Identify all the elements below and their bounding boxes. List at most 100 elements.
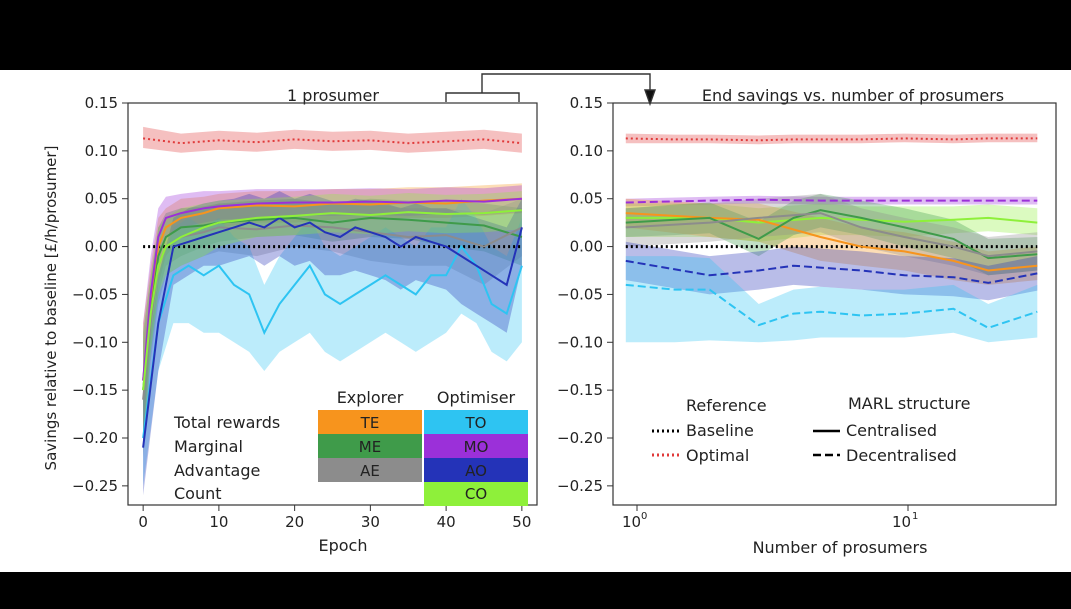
legend-swatch-te [318, 410, 422, 434]
band-optimal [143, 126, 522, 153]
y-tick-label: −0.25 [72, 477, 118, 495]
y-tick-label: −0.15 [72, 381, 118, 399]
line-to [142, 244, 523, 439]
y-tick-label: −0.20 [557, 429, 603, 447]
right-y-axis-ticks: 0.15 0.10 0.05 0.00 −0.05 −0.10 −0.15 −0.20 −0.2… [557, 94, 613, 495]
left-x-axis-ticks: 0 10 20 30 40 50 [138, 505, 531, 531]
x-tick-label: 30 [361, 513, 380, 531]
panel-right-title: End savings vs. number of prosumers [702, 86, 1004, 105]
y-tick-label: 0.15 [570, 94, 603, 112]
x-tick-label: 20 [285, 513, 304, 531]
x-tick-label: 10 [209, 513, 228, 531]
legend-row-label: Total rewards [173, 413, 280, 432]
y-tick-label: 0.15 [85, 94, 118, 112]
x-tick-label: 40 [437, 513, 456, 531]
legend-code-ao: AO [465, 462, 487, 480]
line-te [142, 197, 522, 381]
y-tick-label: 0.00 [570, 238, 603, 256]
legend-swatch-me [318, 434, 422, 458]
line-co [142, 209, 522, 391]
line-ao [142, 216, 523, 448]
connector-bracket [445, 73, 656, 107]
right-x-axis-ticks [636, 505, 909, 511]
legend-code-to: TO [465, 414, 487, 432]
left-y-axis-ticks: 0.15 0.10 0.05 0.00 −0.05 −0.10 −0.15 −0.20 −0.2… [72, 94, 128, 495]
legend-row-label: Marginal [174, 437, 243, 456]
y-tick-label: 0.05 [570, 190, 603, 208]
band-centralised-co [625, 203, 1038, 242]
x-tick-label-10-base: 10 [892, 513, 911, 531]
panel-left-title: 1 prosumer [287, 86, 379, 105]
y-tick-label: −0.10 [72, 333, 118, 351]
y-tick-label: 0.05 [85, 190, 118, 208]
legend-baseline-label: Baseline [686, 421, 754, 440]
panel-end-savings: End savings vs. number of prosumers 0.15… [557, 86, 1057, 557]
legend-row-label: Count [174, 484, 222, 503]
y-axis-label: Savings relative to baseline [£/h/prosum… [42, 146, 60, 471]
x-tick-label-1-exponent: 0 [641, 511, 647, 522]
agent-legend: Explorer Optimiser Total rewards Margina… [173, 388, 528, 506]
y-tick-label: −0.05 [557, 285, 603, 303]
y-tick-label: 0.10 [570, 142, 603, 160]
panel-right-frame [612, 102, 1057, 506]
x-tick-label-1-base: 10 [622, 513, 641, 531]
y-tick-label: −0.25 [557, 477, 603, 495]
line-decentralised-ao [625, 259, 1038, 284]
marl-structure-legend: MARL structure Centralised Decentralised [813, 394, 970, 465]
y-tick-label: −0.15 [557, 381, 603, 399]
legend-optimal-label: Optimal [686, 446, 749, 465]
legend-row-label: Advantage [174, 461, 260, 480]
legend-marl-title: MARL structure [848, 394, 970, 413]
legend-decentralised-label: Decentralised [846, 446, 957, 465]
x-tick-label: 0 [138, 513, 148, 531]
band-ao [143, 191, 522, 496]
legend-explorer-title: Explorer [337, 388, 404, 407]
legend-optimiser-title: Optimiser [437, 388, 516, 407]
band-mo [143, 185, 522, 438]
line-me [142, 216, 523, 391]
x-tick-label: 50 [512, 513, 531, 531]
legend-code-te: TE [360, 414, 380, 432]
legend-reference-title: Reference [686, 396, 767, 415]
legend-swatch-mo [424, 434, 528, 458]
line-mo [142, 197, 522, 381]
figure-background [0, 70, 1071, 572]
legend-swatch-ae [318, 458, 422, 482]
right-x-axis-label: Number of prosumers [753, 538, 928, 557]
y-tick-label: 0.00 [85, 238, 118, 256]
line-centralised-ae [625, 212, 1038, 258]
band-decentralised-to [625, 256, 1038, 343]
y-tick-label: 0.10 [85, 142, 118, 160]
band-ae [143, 198, 522, 458]
band-co [143, 191, 522, 448]
left-series-lines [142, 137, 523, 448]
x-tick-label-10-exponent: 1 [912, 511, 918, 522]
band-te [143, 183, 522, 438]
right-series-lines [625, 137, 1038, 329]
y-tick-label: −0.20 [72, 429, 118, 447]
band-decentralised-ao [625, 241, 1038, 301]
line-optimal [142, 137, 522, 145]
y-tick-label: −0.05 [72, 285, 118, 303]
legend-swatch-ao [424, 458, 528, 482]
line-centralised-me [625, 209, 1038, 260]
band-centralised-me [625, 193, 1038, 276]
reference-legend: Reference Baseline Optimal [652, 396, 767, 465]
legend-centralised-label: Centralised [846, 421, 937, 440]
legend-swatch-to [424, 410, 528, 434]
left-x-axis-label: Epoch [319, 536, 368, 555]
line-decentralised-mo [625, 198, 1038, 204]
band-me [143, 198, 522, 448]
left-confidence-bands [143, 126, 522, 496]
legend-code-ae: AE [360, 462, 380, 480]
y-tick-label: −0.10 [557, 333, 603, 351]
legend-code-mo: MO [464, 438, 489, 456]
panel-left-frame [127, 102, 538, 506]
band-to [143, 198, 522, 486]
legend-code-co: CO [465, 485, 487, 503]
legend-code-me: ME [359, 438, 381, 456]
line-decentralised-to [625, 283, 1038, 329]
line-centralised-te [625, 212, 1038, 272]
band-centralised-ae [625, 193, 1038, 276]
